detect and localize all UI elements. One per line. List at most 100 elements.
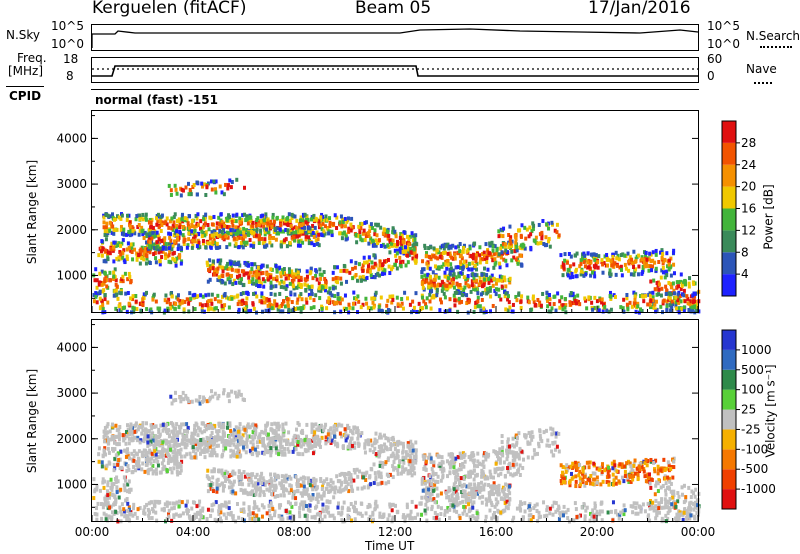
heatmap-cell — [395, 266, 399, 271]
heatmap-cell — [338, 486, 342, 491]
heatmap-cell — [550, 220, 554, 225]
heatmap-cell — [524, 236, 528, 241]
heatmap-cell — [363, 445, 367, 450]
heatmap-cell — [113, 434, 117, 439]
heatmap-cell — [654, 299, 658, 304]
heatmap-cell — [456, 309, 460, 314]
heatmap-cell — [212, 179, 216, 184]
heatmap-cell — [547, 239, 551, 244]
heatmap-cell — [445, 309, 449, 314]
heatmap-cell — [228, 435, 232, 440]
heatmap-cell — [178, 299, 182, 304]
heatmap-cell — [354, 272, 358, 277]
heatmap-cell — [251, 446, 255, 451]
heatmap-cell — [152, 453, 156, 458]
heatmap-cell — [189, 192, 193, 197]
heatmap-cell — [615, 256, 619, 261]
heatmap-cell — [208, 444, 212, 449]
heatmap-cell — [458, 254, 462, 259]
heatmap-cell — [211, 259, 215, 264]
heatmap-cell — [374, 477, 378, 482]
heatmap-cell — [284, 421, 288, 426]
nave-legend-dots — [754, 82, 772, 84]
heatmap-cell — [391, 243, 395, 248]
velocity-heatmap-marks — [92, 388, 701, 524]
heatmap-cell — [127, 271, 131, 276]
heatmap-cell — [349, 436, 353, 441]
heatmap-cell — [401, 306, 405, 311]
heatmap-cell — [653, 302, 657, 307]
heatmap-cell — [154, 455, 158, 460]
heatmap-cell — [461, 249, 465, 254]
heatmap-cell — [234, 225, 238, 230]
heatmap-cell — [175, 223, 179, 228]
heatmap-cell — [312, 242, 316, 247]
heatmap-cell — [113, 289, 117, 294]
heatmap-cell — [188, 225, 192, 230]
heatmap-cell — [263, 237, 267, 242]
heatmap-cell — [217, 421, 221, 426]
heatmap-cell — [459, 286, 463, 291]
heatmap-cell — [401, 259, 405, 264]
heatmap-cell — [199, 293, 203, 298]
heatmap-cell — [349, 441, 353, 446]
heatmap-cell — [219, 258, 223, 263]
heatmap-cell — [160, 213, 164, 218]
heatmap-cell — [275, 422, 279, 427]
heatmap-cell — [295, 230, 299, 235]
heatmap-cell — [296, 442, 300, 447]
heatmap-cell — [660, 286, 664, 291]
heatmap-cell — [408, 453, 412, 458]
heatmap-cell — [314, 435, 318, 440]
heatmap-cell — [227, 479, 231, 484]
heatmap-cell — [296, 440, 300, 445]
heatmap-cell — [156, 449, 160, 454]
heatmap-cell — [452, 272, 456, 277]
heatmap-cell — [408, 455, 412, 460]
heatmap-cell — [155, 222, 159, 227]
heatmap-cell — [156, 306, 160, 311]
heatmap-cell — [207, 292, 211, 297]
heatmap-cell — [587, 265, 591, 270]
heatmap-cell — [483, 277, 487, 282]
heatmap-cell — [231, 233, 235, 238]
heatmap-cell — [188, 291, 192, 296]
heatmap-cell — [220, 224, 224, 229]
heatmap-cell — [498, 274, 502, 279]
heatmap-cell — [131, 228, 135, 233]
heatmap-cell — [303, 447, 307, 452]
heatmap-cell — [270, 422, 274, 427]
heatmap-cell — [274, 485, 278, 490]
heatmap-cell — [494, 292, 498, 297]
heatmap-cell — [235, 177, 239, 182]
heatmap-cell — [644, 293, 648, 298]
heatmap-cell — [520, 294, 524, 299]
heatmap-cell — [471, 272, 475, 277]
heatmap-cell — [173, 183, 177, 188]
heatmap-cell — [259, 231, 263, 236]
heatmap-cell — [313, 481, 317, 486]
heatmap-cell — [287, 276, 291, 281]
heatmap-cell — [467, 267, 471, 272]
heatmap-cell — [317, 286, 321, 291]
heatmap-cell — [271, 284, 275, 289]
heatmap-cell — [661, 252, 665, 257]
heatmap-cell — [183, 299, 187, 304]
heatmap-cell — [660, 268, 664, 273]
heatmap-cell — [114, 423, 118, 428]
heatmap-cell — [283, 238, 287, 243]
heatmap-cell — [292, 286, 296, 291]
heatmap-cell — [239, 292, 243, 297]
heatmap-cell — [179, 468, 183, 473]
heatmap-cell — [267, 444, 271, 449]
heatmap-cell — [389, 454, 393, 459]
heatmap-cell — [100, 298, 104, 303]
heatmap-cell — [175, 460, 179, 465]
heatmap-cell — [133, 435, 137, 440]
heatmap-cell — [231, 431, 235, 436]
heatmap-cell — [179, 447, 183, 452]
heatmap-cell — [213, 297, 217, 302]
heatmap-cell — [254, 233, 258, 238]
heatmap-cell — [274, 475, 278, 480]
heatmap-cell — [332, 221, 336, 226]
